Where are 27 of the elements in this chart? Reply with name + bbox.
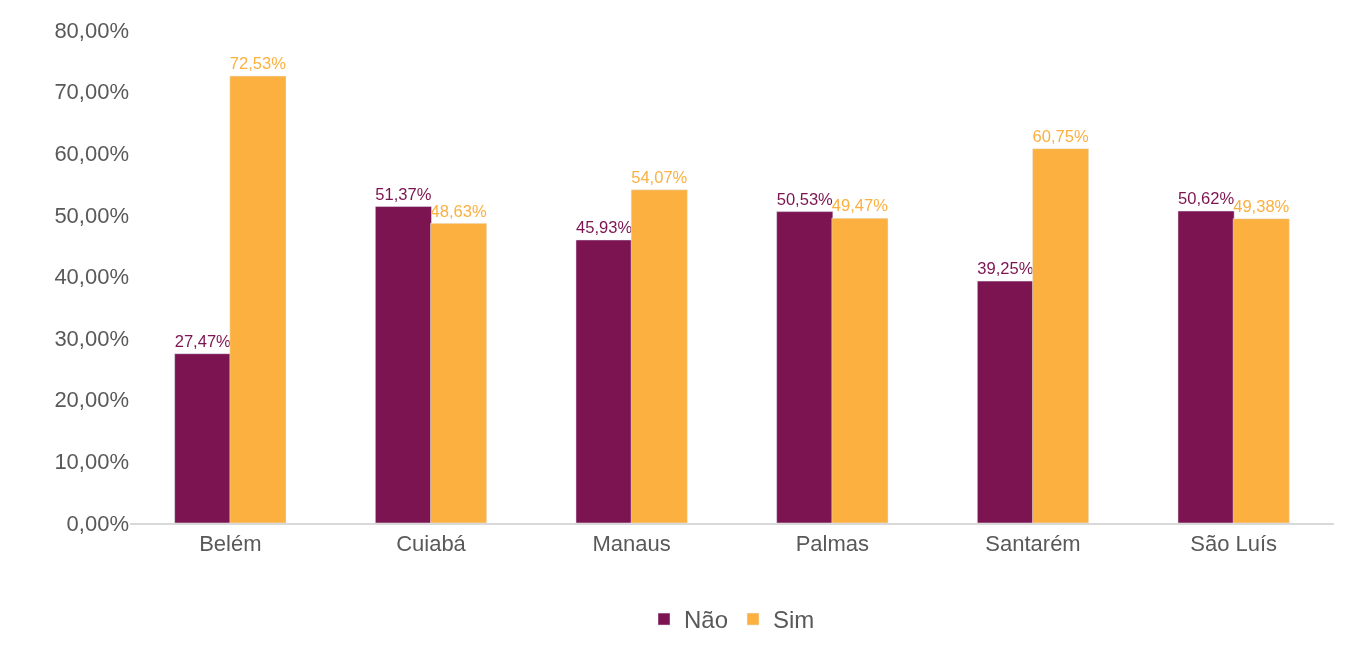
x-tick-label: Cuiabá — [396, 531, 467, 557]
y-tick-label: 10,00% — [54, 449, 129, 475]
data-label: 60,75% — [1032, 126, 1089, 146]
data-label: 39,25% — [977, 259, 1034, 279]
data-label: 49,38% — [1233, 196, 1290, 216]
data-label: 49,47% — [831, 196, 889, 216]
data-label: 45,93% — [576, 218, 633, 238]
data-label: 51,37% — [375, 184, 432, 204]
x-tick-label: São Luís — [1190, 531, 1278, 557]
x-tick-label: Santarém — [985, 531, 1081, 557]
y-tick-label: 80,00% — [54, 17, 129, 43]
legend-label: Não — [684, 606, 729, 634]
y-tick-label: 20,00% — [54, 387, 129, 413]
data-label: 72,53% — [229, 54, 287, 74]
data-label: 54,07% — [631, 168, 688, 188]
x-tick-label: Belém — [199, 531, 262, 557]
x-tick-label: Palmas — [795, 531, 870, 557]
data-label: 48,63% — [430, 201, 487, 221]
x-tick-label: Manaus — [592, 531, 671, 557]
legend-label: Sim — [773, 606, 815, 634]
y-tick-label: 30,00% — [54, 325, 129, 351]
data-label: 27,47% — [174, 331, 232, 351]
y-tick-label: 0,00% — [66, 510, 129, 536]
y-tick-label: 60,00% — [54, 140, 129, 166]
y-tick-label: 70,00% — [54, 79, 129, 105]
y-tick-label: 40,00% — [54, 264, 129, 290]
y-tick-label: 50,00% — [54, 202, 129, 228]
